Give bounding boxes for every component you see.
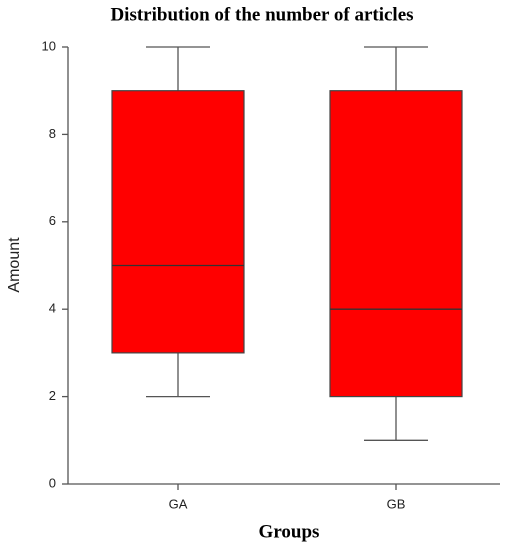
x-axis-label: Groups xyxy=(259,521,320,542)
x-tick-label: GA xyxy=(169,496,188,511)
chart-title: Distribution of the number of articles xyxy=(110,4,413,25)
x-tick-label: GB xyxy=(387,496,406,511)
y-axis-label: Amount xyxy=(6,237,23,293)
y-tick-label: 0 xyxy=(49,475,56,490)
y-tick-label: 10 xyxy=(42,38,56,53)
y-tick-label: 8 xyxy=(49,126,56,141)
y-tick-label: 4 xyxy=(49,301,56,316)
y-tick-label: 6 xyxy=(49,213,56,228)
box xyxy=(111,90,245,354)
box xyxy=(329,90,463,398)
y-tick-label: 2 xyxy=(49,388,56,403)
